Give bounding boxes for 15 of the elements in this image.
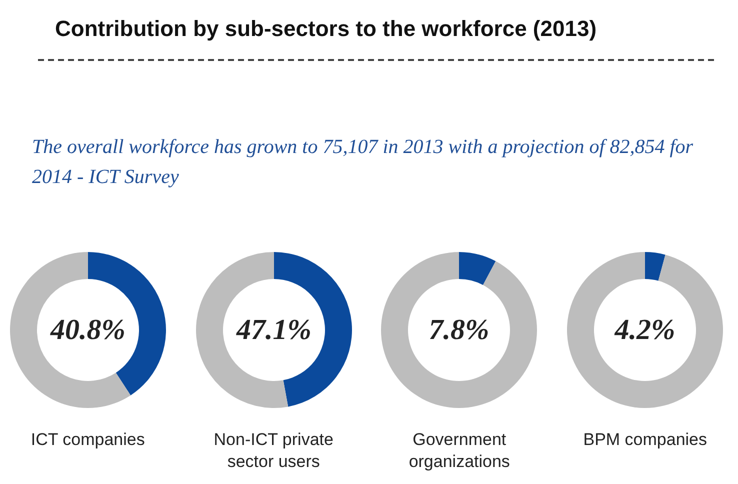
donut-slice (645, 252, 666, 281)
donut-slice (381, 252, 538, 408)
text: Non-ICT private sector users (212, 429, 334, 473)
text: BPM companies (582, 429, 708, 451)
text: 47.1% (235, 314, 312, 346)
text: 4.2% (614, 314, 676, 346)
donut-slice (567, 252, 724, 408)
text: 40.8% (49, 314, 126, 346)
donut-slice (10, 252, 130, 408)
donut-slice (459, 252, 496, 286)
text: 7.8% (429, 314, 490, 346)
text: ICT companies (30, 429, 146, 451)
text: Contribution by sub-sectors to the workforce (2013) (55, 16, 597, 42)
text: Government organizations (408, 429, 511, 473)
text: The overall workforce has grown to 75,107 in 2013 with a projection of 82,854 for 2014 - ICT Survey (32, 135, 694, 190)
